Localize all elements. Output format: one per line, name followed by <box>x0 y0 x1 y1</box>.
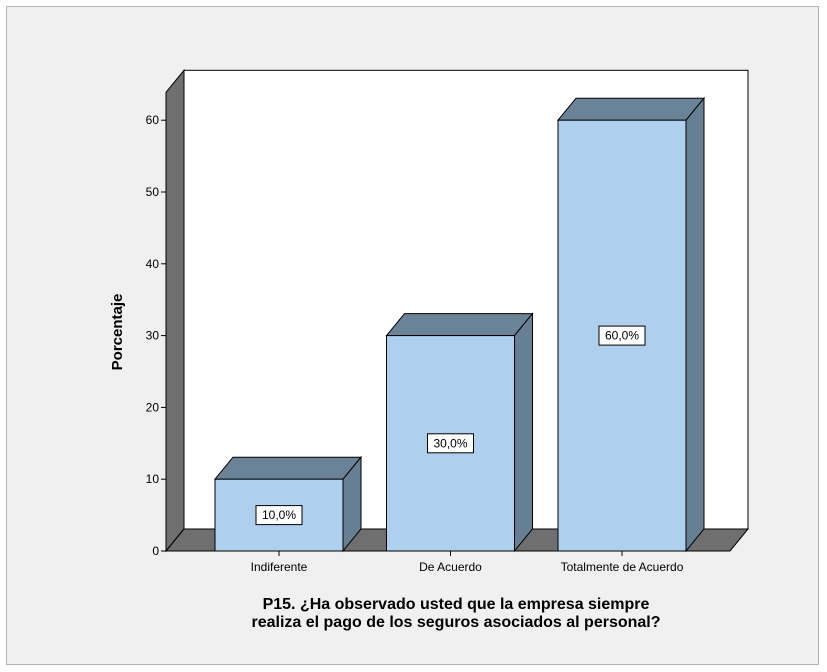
chart-frame: 0 10 20 30 40 50 60 10,0% 30,0% 60,0% Indiferent… <box>6 6 819 665</box>
y-tick-label-40: 40 <box>146 257 160 271</box>
data-label-text-2: 30,0% <box>433 436 467 450</box>
bar-side-3 <box>685 96 705 553</box>
data-label-text-1: 10,0% <box>262 508 296 522</box>
bar-side-2 <box>514 312 533 553</box>
bar-top-3 <box>556 97 706 121</box>
data-label-text-3: 60,0% <box>605 329 639 343</box>
bar-2 <box>385 312 534 553</box>
category-label-2: De Acuerdo <box>419 560 482 574</box>
y-tick-label-50: 50 <box>146 185 160 199</box>
y-tick-label-0: 0 <box>152 544 159 558</box>
data-label-box-1 <box>255 505 303 526</box>
category-label-1: Indiferente <box>251 560 308 574</box>
category-label-3: Totalmente de Acuerdo <box>561 560 684 574</box>
bar-3 <box>556 96 706 553</box>
bar-1 <box>213 455 363 553</box>
chart-title-line-1: P15. ¿Ha observado usted que la empresa … <box>263 596 650 613</box>
y-tick-label-20: 20 <box>146 400 160 414</box>
data-label-2: 30,0% <box>427 433 474 454</box>
y-axis: 0 10 20 30 40 50 60 <box>146 92 167 558</box>
y-tick-label-30: 30 <box>146 329 160 343</box>
data-label-box-2 <box>427 433 474 454</box>
data-label-3: 60,0% <box>598 325 646 346</box>
left-wall <box>165 68 185 553</box>
data-label-box-3 <box>598 325 646 346</box>
chart-title-line-2: realiza el pago de los seguros asociados… <box>251 614 660 631</box>
y-tick-label-60: 60 <box>146 113 160 127</box>
y-tick-label-10: 10 <box>146 472 160 486</box>
bar-chart: 0 10 20 30 40 50 60 10,0% 30,0% 60,0% Indiferent… <box>109 68 750 631</box>
bar-top-2 <box>385 313 534 337</box>
category-labels-group: Indiferente De Acuerdo Totalmente de Acuer… <box>251 551 684 574</box>
data-label-1: 10,0% <box>255 505 303 526</box>
y-axis-label: Porcentaje <box>109 294 126 371</box>
bar-top-1 <box>213 456 363 480</box>
data-labels-group: 10,0% 30,0% 60,0% <box>255 325 646 526</box>
